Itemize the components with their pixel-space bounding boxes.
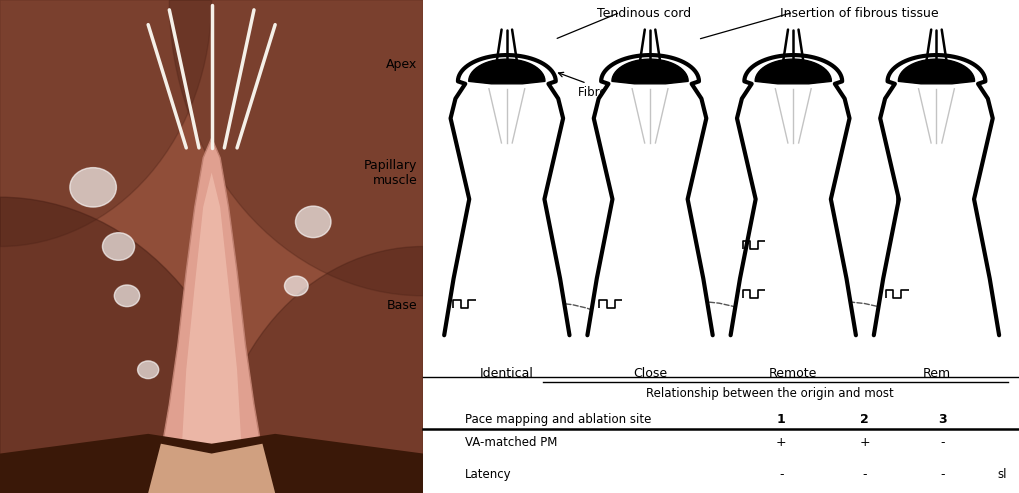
Text: Tendinous cord: Tendinous cord [596, 7, 691, 20]
Ellipse shape [114, 285, 140, 307]
Text: 3: 3 [770, 238, 777, 248]
Text: -: - [779, 468, 783, 481]
Text: Apex: Apex [386, 58, 417, 70]
Text: *: * [641, 298, 647, 311]
Text: +: + [775, 436, 786, 449]
Text: -: - [940, 436, 944, 449]
Text: 4: 4 [918, 192, 925, 202]
Polygon shape [898, 59, 974, 84]
Text: *: * [938, 211, 945, 223]
Polygon shape [873, 55, 999, 335]
Wedge shape [212, 246, 423, 493]
Text: Origin: Origin [620, 178, 655, 191]
Text: 3: 3 [937, 413, 946, 426]
Polygon shape [468, 59, 544, 84]
Wedge shape [0, 197, 254, 493]
Text: 2: 2 [770, 287, 777, 297]
Ellipse shape [284, 276, 308, 296]
Polygon shape [611, 59, 688, 84]
Polygon shape [443, 55, 569, 335]
Ellipse shape [69, 168, 116, 207]
Text: 1: 1 [776, 413, 785, 426]
Ellipse shape [138, 361, 159, 379]
Text: Latency: Latency [465, 468, 512, 481]
Text: Remote: Remote [768, 367, 816, 380]
Text: 2: 2 [913, 287, 920, 297]
Text: sl: sl [997, 468, 1006, 481]
Ellipse shape [296, 206, 331, 238]
Wedge shape [0, 0, 212, 246]
Wedge shape [169, 0, 423, 296]
Polygon shape [754, 59, 830, 84]
Polygon shape [587, 55, 712, 335]
Text: Close: Close [633, 367, 666, 380]
Text: Insertion of fibrous tissue: Insertion of fibrous tissue [779, 7, 937, 20]
Text: Pace mapping and ablation site: Pace mapping and ablation site [465, 413, 651, 426]
Text: Identical: Identical [479, 367, 533, 380]
Polygon shape [730, 55, 855, 335]
Polygon shape [0, 434, 423, 493]
Text: Base: Base [386, 299, 417, 312]
Text: -: - [862, 468, 866, 481]
Text: Papillary
muscle: Papillary muscle [364, 159, 417, 186]
Text: *: * [809, 267, 815, 280]
Text: +: + [859, 436, 869, 449]
Text: n: n [894, 192, 905, 207]
Text: Rem: Rem [921, 367, 950, 380]
Text: 1: 1 [481, 297, 488, 307]
Polygon shape [118, 138, 305, 483]
Text: Relationship between the origin and most: Relationship between the origin and most [645, 387, 893, 400]
Polygon shape [148, 444, 275, 493]
Text: Fibrous cap: Fibrous cap [558, 72, 645, 99]
Text: -: - [940, 468, 944, 481]
Polygon shape [181, 173, 242, 444]
Text: 2: 2 [860, 413, 868, 426]
Text: VA-matched PM: VA-matched PM [465, 436, 557, 449]
Text: 1: 1 [628, 297, 635, 307]
Ellipse shape [102, 233, 135, 260]
